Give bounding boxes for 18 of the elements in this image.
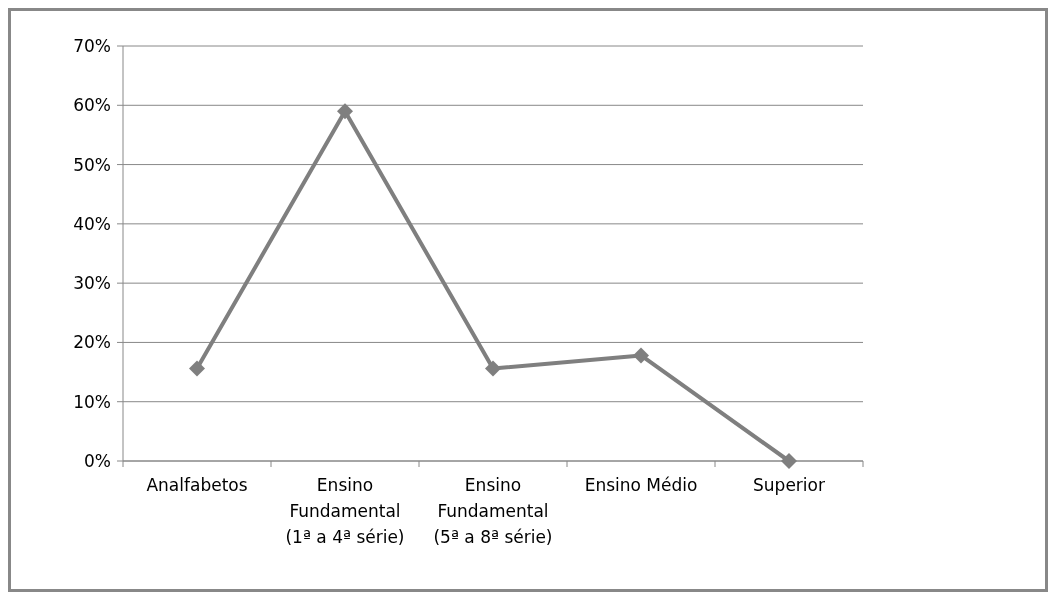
y-tick-label: 20% — [73, 332, 111, 353]
y-tick-label: 30% — [73, 273, 111, 294]
y-tick-label: 0% — [84, 450, 111, 471]
x-tick-label: Ensino Médio — [584, 475, 698, 495]
x-tick-label: Analfabetos — [146, 475, 248, 495]
y-tick-label: 60% — [73, 95, 111, 116]
y-tick-label: 10% — [73, 391, 111, 412]
y-tick-label: 40% — [73, 213, 111, 234]
y-tick-label: 50% — [73, 154, 111, 175]
point — [781, 453, 797, 469]
point — [337, 103, 353, 120]
point — [633, 347, 649, 364]
point — [485, 360, 501, 377]
x-tick-label: Ensino Fundamental (5ª a 8ª série) — [433, 475, 553, 547]
y-tick-label: 70% — [73, 35, 111, 56]
x-tick-label: Superior — [753, 475, 825, 495]
point — [189, 360, 205, 377]
x-tick-label: Ensino Fundamental (1ª a 4ª série) — [285, 475, 405, 547]
